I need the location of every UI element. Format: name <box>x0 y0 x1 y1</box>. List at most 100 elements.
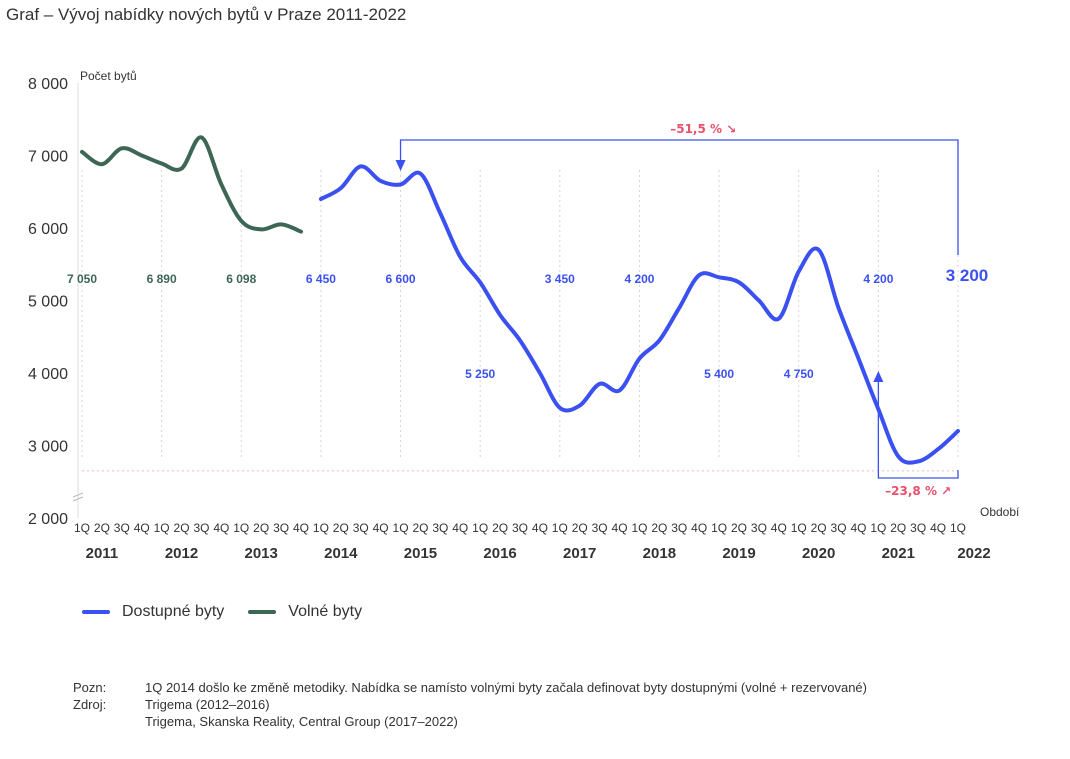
quarter-tick-label: 2Q <box>333 521 349 535</box>
year-tick-label: 2014 <box>324 545 358 562</box>
y-tick-label: 5 000 <box>28 294 68 311</box>
quarter-tick-label: 1Q <box>74 521 90 535</box>
y-tick-label: 3 000 <box>28 439 68 456</box>
quarter-tick-label: 4Q <box>293 521 309 535</box>
data-label: 6 890 <box>147 272 177 286</box>
annotation-label-23: –23,8 % ↗ <box>885 484 951 498</box>
quarter-tick-label: 2Q <box>253 521 269 535</box>
quarter-tick-label: 4Q <box>930 521 946 535</box>
data-label: 6 450 <box>306 272 336 286</box>
annotation-arrowhead-23 <box>873 371 884 382</box>
line-chart: 2 000 3 000 4 000 5 000 6 000 7 000 8 000 Počet… <box>28 69 1020 562</box>
annotation-arrowhead-51 <box>395 160 406 171</box>
year-tick-label: 2019 <box>722 545 755 562</box>
data-label: 3 450 <box>545 272 575 286</box>
quarter-tick-label: 4Q <box>532 521 548 535</box>
quarter-tick-label: 1Q <box>631 521 647 535</box>
quarter-tick-label: 4Q <box>373 521 389 535</box>
y-tick-label: 7 000 <box>28 149 68 166</box>
legend-item-dostupne: Dostupné byty <box>82 603 224 621</box>
x-axis-label: Období <box>980 505 1020 519</box>
quarter-tick-label: 1Q <box>472 521 488 535</box>
data-label: 5 400 <box>704 367 734 381</box>
quarter-tick-label: 2Q <box>651 521 667 535</box>
note-label-pozn: Pozn: <box>73 680 107 695</box>
year-tick-label: 2016 <box>483 545 516 562</box>
quarter-tick-label: 3Q <box>751 521 767 535</box>
note-text-zdroj-2: Trigema, Skanska Reality, Central Group … <box>145 714 458 729</box>
data-label: 3 200 <box>946 266 989 285</box>
annotation-label-51: –51,5 % ↘ <box>670 122 736 136</box>
quarter-tick-label: 4Q <box>213 521 229 535</box>
quarter-tick-label: 1Q <box>552 521 568 535</box>
quarter-tick-label: 1Q <box>393 521 409 535</box>
quarter-tick-label: 1Q <box>233 521 249 535</box>
note-text-zdroj-1: Trigema (2012–2016) <box>145 697 270 712</box>
quarter-tick-label: 1Q <box>313 521 329 535</box>
year-tick-label: 2017 <box>563 545 596 562</box>
quarter-tick-label: 2Q <box>412 521 428 535</box>
legend-swatch-dostupne <box>82 610 110 614</box>
year-tick-label: 2012 <box>165 545 198 562</box>
year-tick-label: 2021 <box>882 545 915 562</box>
quarter-tick-label: 1Q <box>950 521 966 535</box>
quarter-tick-label: 3Q <box>910 521 926 535</box>
annotation-bracket-23 <box>877 382 959 479</box>
year-tick-label: 2018 <box>643 545 676 562</box>
legend: Dostupné byty Volné byty <box>82 603 362 621</box>
data-label: 6 098 <box>226 272 256 286</box>
year-tick-label: 2015 <box>404 545 437 562</box>
note-text-pozn: 1Q 2014 došlo ke změně metodiky. Nabídka… <box>145 680 867 695</box>
quarter-tick-label: 1Q <box>870 521 886 535</box>
data-label: 4 750 <box>784 367 814 381</box>
quarter-tick-label: 4Q <box>691 521 707 535</box>
quarter-tick-label: 3Q <box>671 521 687 535</box>
quarter-tick-label: 1Q <box>154 521 170 535</box>
quarter-tick-label: 4Q <box>134 521 150 535</box>
quarter-tick-label: 3Q <box>193 521 209 535</box>
data-label: 5 250 <box>465 367 495 381</box>
series-line-volne <box>80 135 303 234</box>
chart-notes: Pozn: 1Q 2014 došlo ke změně metodiky. N… <box>73 679 867 730</box>
quarter-tick-label: 3Q <box>512 521 528 535</box>
quarter-tick-label: 2Q <box>174 521 190 535</box>
chart-title: Graf – Vývoj nabídky nových bytů v Praze… <box>6 5 407 24</box>
series-line-dostupne <box>318 164 960 465</box>
axis-break-mark <box>72 492 84 502</box>
y-tick-label: 6 000 <box>28 221 68 238</box>
data-label: 7 050 <box>67 272 97 286</box>
quarter-tick-label: 3Q <box>114 521 130 535</box>
legend-label-volne: Volné byty <box>288 603 363 620</box>
legend-item-volne: Volné byty <box>248 603 362 621</box>
quarter-tick-label: 2Q <box>731 521 747 535</box>
year-tick-label: 2013 <box>244 545 277 562</box>
y-axis-label: Počet bytů <box>80 69 137 83</box>
quarter-tick-label: 2Q <box>811 521 827 535</box>
quarter-tick-label: 3Q <box>432 521 448 535</box>
quarter-tick-label: 3Q <box>353 521 369 535</box>
legend-label-dostupne: Dostupné byty <box>122 603 225 620</box>
legend-swatch-volne <box>248 610 277 614</box>
quarter-tick-label: 1Q <box>711 521 727 535</box>
quarter-tick-label: 3Q <box>592 521 608 535</box>
year-tick-label: 2022 <box>957 545 990 562</box>
quarter-tick-label: 2Q <box>890 521 906 535</box>
quarter-tick-label: 1Q <box>791 521 807 535</box>
quarter-tick-label: 4Q <box>850 521 866 535</box>
quarter-tick-label: 2Q <box>572 521 588 535</box>
y-tick-label: 8 000 <box>28 76 68 93</box>
data-label: 4 200 <box>863 272 893 286</box>
y-tick-label: 2 000 <box>28 511 68 528</box>
quarter-tick-label: 4Q <box>612 521 628 535</box>
quarter-tick-label: 3Q <box>273 521 289 535</box>
year-tick-label: 2011 <box>86 545 119 562</box>
quarter-tick-label: 2Q <box>492 521 508 535</box>
y-tick-label: 4 000 <box>28 366 68 383</box>
quarter-tick-label: 4Q <box>771 521 787 535</box>
year-tick-label: 2020 <box>802 545 835 562</box>
quarter-tick-label: 4Q <box>452 521 468 535</box>
data-label: 4 200 <box>624 272 654 286</box>
data-label: 6 600 <box>386 272 416 286</box>
quarter-tick-label: 3Q <box>831 521 847 535</box>
quarter-tick-label: 2Q <box>94 521 110 535</box>
